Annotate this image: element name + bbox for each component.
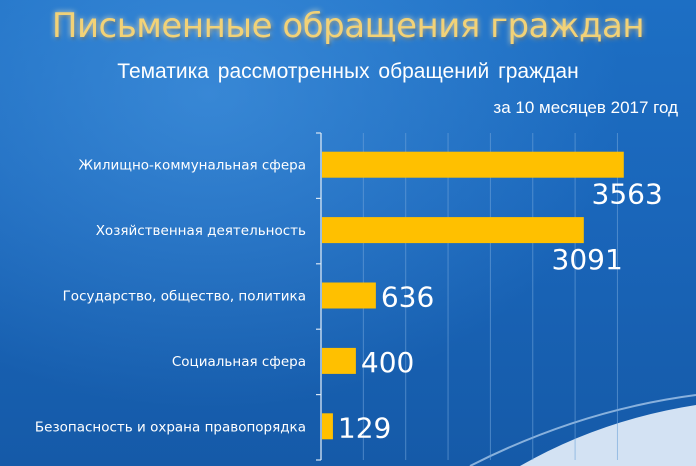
data-label: 636 — [381, 281, 434, 314]
data-label: 129 — [338, 411, 391, 444]
bar — [322, 413, 333, 440]
category-label: Государство, общество, политика — [63, 289, 306, 305]
data-label: 3563 — [592, 178, 663, 211]
chart-subtitle: Тематика рассмотренных обращений граждан — [117, 60, 579, 83]
bar — [322, 282, 376, 309]
page-title: Письменные обращения граждан — [51, 6, 645, 46]
bar — [322, 347, 356, 374]
bar — [322, 217, 584, 244]
category-label: Безопасность и охрана правопорядка — [35, 419, 306, 435]
data-label: 400 — [361, 346, 414, 379]
period-label: за 10 месяцев 2017 год — [493, 98, 678, 117]
category-label: Жилищно-коммунальная сфера — [79, 158, 306, 174]
category-label: Социальная сфера — [172, 354, 306, 370]
bar — [322, 151, 624, 178]
data-label: 3091 — [552, 243, 623, 276]
category-label: Хозяйственная деятельность — [96, 223, 306, 239]
